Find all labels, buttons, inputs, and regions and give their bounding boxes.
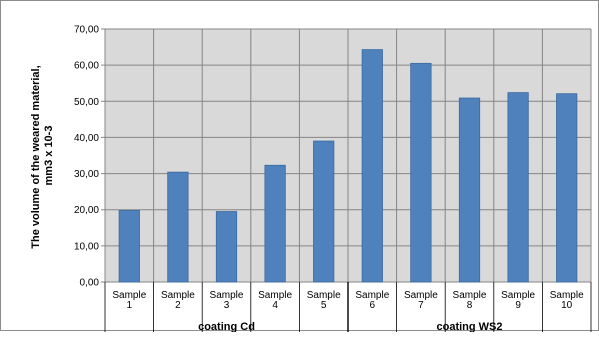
y-tick-label: 50,00: [74, 97, 99, 108]
category-gridlines: [104, 29, 592, 282]
y-axis-label-line-1: The volume of the weared material,: [30, 65, 42, 248]
group-label: coating WS2: [436, 321, 502, 332]
bar: [410, 62, 432, 283]
category-label: 10: [561, 300, 573, 311]
y-tick-label: 0,00: [80, 278, 100, 289]
category-label: 1: [127, 300, 133, 311]
category-label: Sample: [404, 290, 438, 301]
category-label: Sample: [112, 290, 146, 301]
category-label: 8: [467, 300, 473, 311]
bar: [313, 140, 335, 283]
category-label: Sample: [258, 290, 292, 301]
category-label: Sample: [501, 290, 535, 301]
category-label: Sample: [307, 290, 341, 301]
category-label: Sample: [355, 290, 389, 301]
bar: [167, 171, 189, 283]
bars: [118, 49, 578, 283]
category-label: 9: [515, 300, 521, 311]
group-label: coating Cd: [198, 321, 255, 332]
category-label: 2: [175, 300, 181, 311]
category-label: 6: [370, 300, 376, 311]
group-labels: coating Cd coating WS2: [198, 282, 503, 333]
category-label: 5: [321, 300, 327, 311]
y-tick-label: 40,00: [74, 133, 99, 144]
bar: [118, 210, 140, 283]
bar: [556, 93, 578, 283]
bar: [215, 211, 238, 283]
y-axis-label-line-2: mm3 x 10-3: [43, 126, 55, 186]
y-tick-label: 10,00: [74, 241, 99, 252]
bar: [361, 49, 383, 283]
y-tick-label: 60,00: [74, 61, 99, 72]
category-label: Sample: [210, 290, 244, 301]
bar: [458, 97, 481, 283]
category-label: Sample: [550, 290, 584, 301]
y-tick-label: 30,00: [74, 169, 99, 180]
category-label: 3: [224, 300, 230, 311]
y-tick-label: 20,00: [74, 205, 99, 216]
bar: [264, 164, 286, 283]
y-axis-label: The volume of the weared material, mm3 x…: [30, 62, 55, 248]
y-tick-label: 70,00: [74, 25, 99, 36]
category-label: 4: [272, 300, 278, 311]
category-label: Sample: [161, 290, 195, 301]
category-labels: Sample1Sample2Sample3Sample4Sample5Sampl…: [104, 282, 592, 332]
category-label: Sample: [453, 290, 487, 301]
bar: [507, 92, 529, 283]
category-label: 7: [418, 300, 424, 311]
y-tick-labels: 0,00 10,00 20,00 30,00 40,00 50,00 60,00 70,00: [74, 25, 99, 289]
